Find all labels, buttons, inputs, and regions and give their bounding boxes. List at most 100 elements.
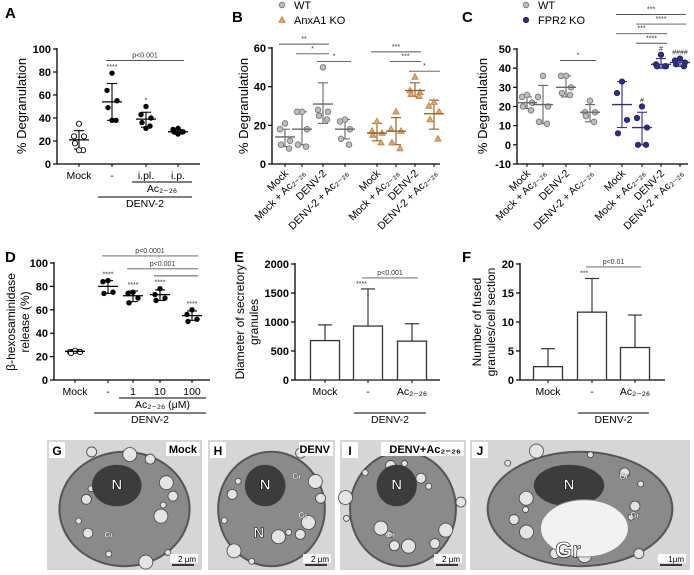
micrograph-h: N N Gr Gr H DENV 2 μm — [208, 440, 335, 570]
x-tick-label: - — [110, 170, 114, 182]
y-tick-label: 80 — [39, 67, 51, 79]
y-axis-label: granules/cell section — [484, 268, 498, 377]
significance-label: * — [311, 46, 314, 53]
significance-label: ** — [301, 36, 307, 43]
y-tick-label: 100 — [30, 258, 48, 270]
data-point — [657, 51, 665, 58]
data-point — [101, 290, 107, 297]
legend-b: WT AnxA1 KO — [278, 0, 346, 27]
y-tick-label: 20 — [499, 102, 511, 114]
y-tick-label: -10 — [495, 159, 511, 171]
data-group: #### — [670, 50, 690, 70]
granule — [586, 451, 594, 459]
data-point — [407, 90, 415, 98]
data-point — [558, 89, 566, 97]
data-group — [386, 107, 406, 152]
panel-label: E — [234, 249, 244, 266]
data-point — [109, 117, 115, 124]
y-tick-label: 60 — [39, 90, 51, 102]
nucleus-label: N — [564, 476, 575, 493]
granule — [271, 529, 286, 545]
data-point — [80, 133, 88, 140]
data-point — [315, 112, 323, 119]
granule — [220, 516, 228, 524]
granule — [633, 548, 645, 560]
x-tick-label: Mock — [535, 386, 561, 398]
micrograph-g: N Gr G Mock 2 μm — [47, 440, 202, 570]
legend-c: WT FPR2 KO — [522, 0, 586, 27]
panel-label: I — [348, 444, 351, 458]
data-point — [434, 134, 442, 142]
significance-label: # — [659, 46, 663, 53]
y-axis-label: % Degranulation — [475, 58, 490, 154]
granule — [75, 517, 83, 525]
bar — [532, 366, 564, 381]
data-point — [194, 316, 200, 322]
scale-bar-box — [434, 554, 462, 563]
x-tick-label: Ac₂₋₂₆ — [397, 386, 427, 398]
data-point — [277, 141, 285, 148]
data-point — [175, 125, 181, 132]
data-group — [580, 97, 600, 126]
significance-label: p<0.0001 — [135, 248, 164, 255]
data-point — [105, 104, 111, 111]
data-group: **** — [150, 280, 170, 304]
granule — [164, 549, 172, 556]
y-tick-label: 0 — [505, 140, 511, 152]
significance-label: p<0.001 — [150, 261, 176, 268]
y-tick-label: 60 — [254, 43, 266, 55]
y-axis-label: β-hexosaminidase — [4, 273, 18, 371]
scale-bar-box — [658, 554, 686, 563]
panel-e: E 0 500 1000 1500 2000 Diameter of secretory gr… — [233, 249, 440, 426]
granule — [401, 538, 416, 554]
significance-label: p<0.001 — [132, 53, 158, 60]
y-tick-label: 10 — [499, 121, 511, 133]
granule — [438, 522, 454, 538]
y-tick-label: 80 — [36, 281, 48, 293]
significance-label: **** — [356, 281, 367, 288]
panel-label: J — [477, 444, 484, 458]
granule — [82, 527, 94, 539]
x-tick-label: 100 — [183, 386, 201, 398]
data-point — [75, 147, 83, 154]
panel-label: B — [232, 9, 243, 26]
granule-label: Gr — [292, 472, 301, 481]
y-axis-label: % Degranulation — [14, 58, 29, 154]
scale-bar-label: 1μm — [668, 555, 684, 564]
data-point — [162, 295, 168, 301]
x-tick-label: - — [590, 386, 594, 398]
y-tick-label: 1500 — [265, 288, 289, 300]
micrograph-title: Mock — [169, 444, 198, 456]
nucleus — [244, 464, 286, 507]
data-point — [189, 307, 195, 313]
panel-label: A — [5, 5, 16, 22]
granule — [294, 528, 306, 540]
data-group: *** — [576, 271, 608, 381]
data-point — [396, 144, 404, 152]
scale-bar-label: 2 μm — [442, 555, 460, 564]
granule — [338, 490, 353, 505]
y-axis-label: % Degranulation — [236, 58, 251, 154]
granule — [234, 477, 242, 485]
data-group: # — [632, 98, 652, 148]
x-tick-label: Mock — [62, 386, 88, 398]
data-point — [336, 118, 344, 125]
data-point — [426, 115, 434, 123]
significance-label: p<0.01 — [603, 259, 625, 266]
panel-label: D — [5, 249, 16, 266]
data-point — [614, 130, 622, 137]
x-tick-label: 1 — [130, 386, 136, 398]
data-point — [139, 119, 145, 126]
data-point — [539, 72, 547, 80]
y-tick-label: 20 — [39, 136, 51, 148]
group-label: DENV-2 — [595, 414, 633, 426]
y-tick-label: 2000 — [265, 259, 289, 271]
significance-label: **** — [128, 282, 139, 289]
significance-label: **** — [107, 64, 118, 71]
fused-granule — [539, 499, 629, 558]
data-point — [618, 78, 626, 85]
data-group — [65, 347, 85, 357]
granule — [627, 513, 635, 521]
